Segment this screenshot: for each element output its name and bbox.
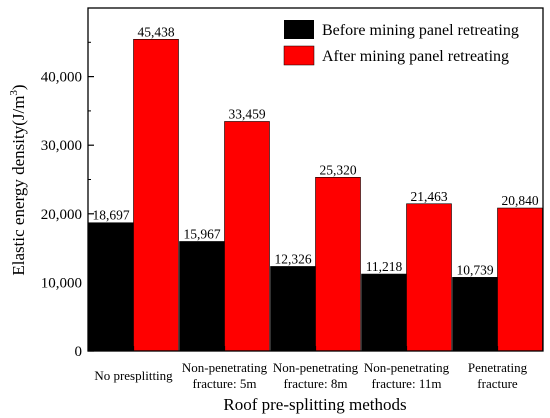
x-tick-label-0-line-0: No presplitting: [94, 368, 173, 383]
bar-after-0: [133, 38, 179, 352]
data-labels-layer: 18,697 45,438 15,967 33,459 12,326 25,320 11,2…: [92, 24, 538, 277]
x-tick-label-3: Non-penetrating fracture: 11m: [364, 360, 450, 391]
data-label-after-2: 25,320: [319, 162, 356, 177]
bar-before-3: [361, 273, 407, 352]
x-tick-label-2-line-1: fracture: 8m: [284, 376, 348, 391]
x-tick-label-1-line-0: Non-penetrating: [182, 360, 268, 375]
data-label-before-1: 15,967: [183, 226, 220, 241]
x-axis-title: Roof pre-splitting methods: [223, 395, 406, 414]
x-tick-label-3-line-1: fracture: 11m: [372, 376, 442, 391]
bar-after-4: [497, 207, 543, 352]
x-tick-label-2-line-0: Non-penetrating: [273, 360, 359, 375]
x-tick-label-0: No presplitting: [94, 368, 173, 383]
data-label-before-4: 10,739: [456, 262, 493, 277]
bar-after-1: [224, 121, 270, 352]
x-tick-label-3-line-0: Non-penetrating: [364, 360, 450, 375]
x-tick-label-4-line-0: Penetrating: [468, 360, 528, 375]
x-tick-label-1: Non-penetrating fracture: 5m: [182, 360, 268, 391]
legend: Before mining panel retreating After min…: [283, 20, 519, 66]
y-tick-label-4: 40,000: [41, 70, 82, 86]
bars-layer: [88, 38, 543, 352]
y-tick-label-3: 30,000: [41, 138, 82, 154]
y-axis-title: Elastic energy density(J/m3): [8, 84, 28, 275]
data-label-after-3: 21,463: [410, 189, 447, 204]
data-label-after-0: 45,438: [137, 24, 174, 39]
legend-label-after: After mining panel retreating: [322, 48, 509, 65]
data-label-before-3: 11,218: [366, 259, 403, 274]
data-label-after-4: 20,840: [501, 193, 538, 208]
y-tick-label-0: 0: [75, 344, 83, 360]
y-axis-title-close: ): [9, 84, 28, 90]
data-label-after-1: 33,459: [228, 106, 265, 121]
x-tick-label-2: Non-penetrating fracture: 8m: [273, 360, 359, 391]
data-label-before-2: 12,326: [274, 251, 311, 266]
bar-before-4: [452, 277, 498, 352]
data-label-before-0: 18,697: [92, 208, 129, 223]
bar-before-0: [88, 222, 134, 352]
x-tick-label-1-line-1: fracture: 5m: [193, 376, 257, 391]
y-axis-title-main: Elastic energy density(J/m: [9, 96, 28, 276]
x-tick-label-4-line-1: fracture: [477, 376, 518, 391]
bar-after-2: [315, 177, 361, 352]
bar-before-2: [270, 266, 316, 352]
y-axis-title-superscript: 3: [8, 90, 20, 96]
legend-swatch-before: [284, 20, 314, 39]
legend-swatch-after: [283, 45, 315, 66]
x-tick-label-4: Penetrating fracture: [468, 360, 528, 391]
bar-before-1: [179, 241, 225, 352]
y-axis: 0 10,000 20,000 30,000 40,000: [41, 41, 94, 360]
y-tick-label-1: 10,000: [41, 275, 82, 291]
legend-label-before: Before mining panel retreating: [322, 22, 519, 39]
bar-after-3: [406, 203, 452, 352]
y-tick-label-2: 20,000: [41, 207, 82, 223]
